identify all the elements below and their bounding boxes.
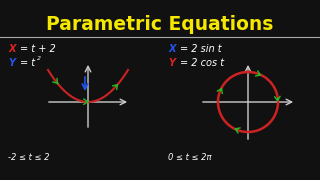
Text: Y: Y xyxy=(168,58,175,68)
Text: = 2 cos t: = 2 cos t xyxy=(180,58,224,68)
Text: 2: 2 xyxy=(37,56,41,61)
Text: = t: = t xyxy=(20,58,35,68)
Text: X: X xyxy=(168,44,175,54)
Text: Parametric Equations: Parametric Equations xyxy=(46,15,274,34)
Text: = 2 sin t: = 2 sin t xyxy=(180,44,222,54)
Text: Y: Y xyxy=(8,58,15,68)
Text: 0 ≤ t ≤ 2π: 0 ≤ t ≤ 2π xyxy=(168,153,212,162)
Text: -2 ≤ t ≤ 2: -2 ≤ t ≤ 2 xyxy=(8,153,50,162)
Text: = t + 2: = t + 2 xyxy=(20,44,56,54)
Text: X: X xyxy=(8,44,15,54)
